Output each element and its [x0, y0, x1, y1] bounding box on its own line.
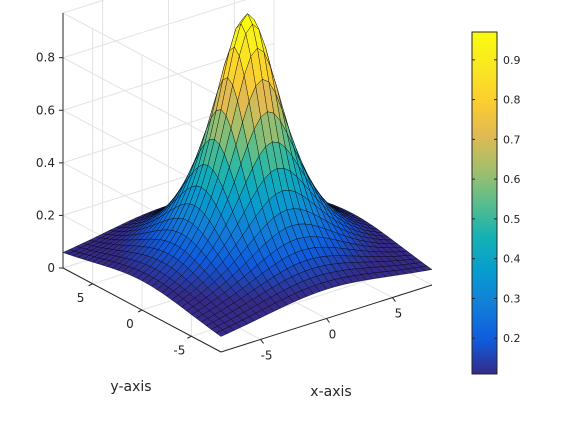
colorbar-tick-label: 0.7	[503, 133, 521, 146]
colorbar-tick-label: 0.3	[503, 292, 521, 305]
x-tick-mark	[326, 318, 330, 323]
x-axis-label: x-axis	[310, 384, 351, 400]
z-tick-label: 0.4	[36, 156, 55, 170]
x-tick-label: 5	[395, 307, 403, 321]
x-tick-mark	[260, 339, 264, 344]
colorbar-tick-label: 0.2	[503, 332, 521, 345]
x-tick-label: -5	[261, 348, 273, 362]
y-tick-label: 5	[77, 291, 85, 305]
colorbar-tick-label: 0.6	[503, 173, 521, 186]
z-tick-label: 0.6	[36, 103, 55, 117]
surface-patch	[215, 329, 229, 337]
y-tick-label: -5	[173, 343, 185, 357]
grid-line	[62, 12, 222, 98]
colorbar-tick-label: 0.5	[503, 213, 521, 226]
colorbar-tick-label: 0.9	[503, 54, 521, 67]
grid-line	[62, 0, 106, 14]
y-tick-mark	[137, 309, 143, 313]
surface-mesh	[62, 13, 433, 337]
x-tick-label: 0	[329, 328, 337, 342]
y-tick-label: 0	[126, 317, 134, 331]
z-tick-label: 0.8	[36, 51, 55, 65]
z-tick-label: 0.2	[36, 208, 55, 222]
colorbar-ticks: 0.2 0.3 0.4 0.5 0.6 0.7 0.8 0.9	[472, 54, 521, 345]
colorbar-gradient	[471, 31, 498, 375]
colorbar-tick-label: 0.8	[503, 94, 521, 107]
z-tick-label: 0	[47, 261, 55, 275]
axis-ticks: -5 0 5 -5 0 5 0 0.2 0.4 0.6 0.8	[36, 51, 402, 363]
y-tick-mark	[187, 335, 192, 339]
colorbar-tick-label: 0.4	[503, 253, 521, 266]
y-axis-label: y-axis	[110, 379, 151, 395]
y-tick-mark	[88, 283, 93, 287]
x-tick-mark	[392, 297, 396, 302]
colorbar: 0.2 0.3 0.4 0.5 0.6 0.7 0.8 0.9	[471, 31, 521, 375]
